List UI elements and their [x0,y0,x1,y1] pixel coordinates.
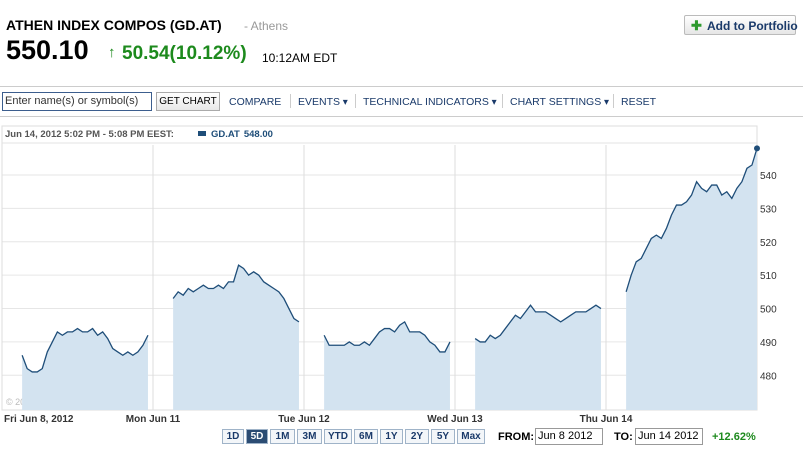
y-tick-label: 540 [760,171,777,182]
x-tick-label: Fri Jun 8, 2012 [4,414,74,425]
area [22,148,757,410]
legend-time: Jun 14, 2012 5:02 PM - 5:08 PM EEST: [5,129,174,140]
menu-item[interactable]: TECHNICAL INDICATORS [363,96,497,108]
up-arrow: ↑ [108,44,116,61]
range-button[interactable]: 5Y [431,429,455,444]
range-button[interactable]: 1Y [380,429,403,444]
y-tick-label: 520 [760,238,777,249]
menu-item[interactable]: COMPARE [229,96,282,108]
exchange: - Athens [244,19,289,33]
range-change: +12.62% [712,431,756,443]
from-label: FROM: [498,431,535,443]
menu-item[interactable]: EVENTS [298,96,348,108]
line [21,148,758,373]
add-to-portfolio[interactable]: Add to Portfolio [684,15,798,36]
menu-item[interactable]: RESET [621,96,657,108]
legend-swatch [198,131,206,136]
divider [0,116,803,117]
y-tick-label: 480 [760,371,777,382]
legend-value: 548.00 [244,129,273,140]
to-input[interactable]: Jun 14 2012 [635,428,703,445]
x-tick-label: Thu Jun 14 [580,414,633,425]
range-button[interactable]: Max [457,429,485,444]
title: ATHEN INDEX COMPOS (GD.AT) [6,17,222,33]
quote-time: 10:12AM EDT [262,51,338,65]
y-tick-label: 530 [760,204,777,215]
price: 550.10 [6,35,89,65]
range-button[interactable]: 5D [246,429,268,444]
to-label: TO: [614,431,633,443]
get-chart-button[interactable]: GET CHART [156,92,220,111]
price-change: 50.54(10.12%) [122,43,247,64]
legend-name: GD.AT [211,129,240,140]
menu-item[interactable]: CHART SETTINGS [510,96,609,108]
x-tick-label: Mon Jun 11 [126,414,181,425]
menu-separator [502,94,503,108]
divider [0,86,803,87]
menu-separator [290,94,291,108]
x-tick-label: Wed Jun 13 [427,414,483,425]
y-tick-label: 500 [760,305,777,316]
symbol-input[interactable]: Enter name(s) or symbol(s) [2,92,152,111]
menu-separator [613,94,614,108]
range-button[interactable]: 3M [297,429,322,444]
range-button[interactable]: 2Y [405,429,429,444]
from-input[interactable]: Jun 8 2012 [535,428,603,445]
last-point [754,145,760,152]
x-tick-label: Tue Jun 12 [278,414,330,425]
range-button[interactable]: 1M [270,429,295,444]
y-tick-label: 490 [760,338,777,349]
y-tick-label: 510 [760,271,777,282]
range-button[interactable]: YTD [324,429,352,444]
menu-separator [355,94,356,108]
range-button[interactable]: 1D [222,429,244,444]
range-button[interactable]: 6M [354,429,378,444]
